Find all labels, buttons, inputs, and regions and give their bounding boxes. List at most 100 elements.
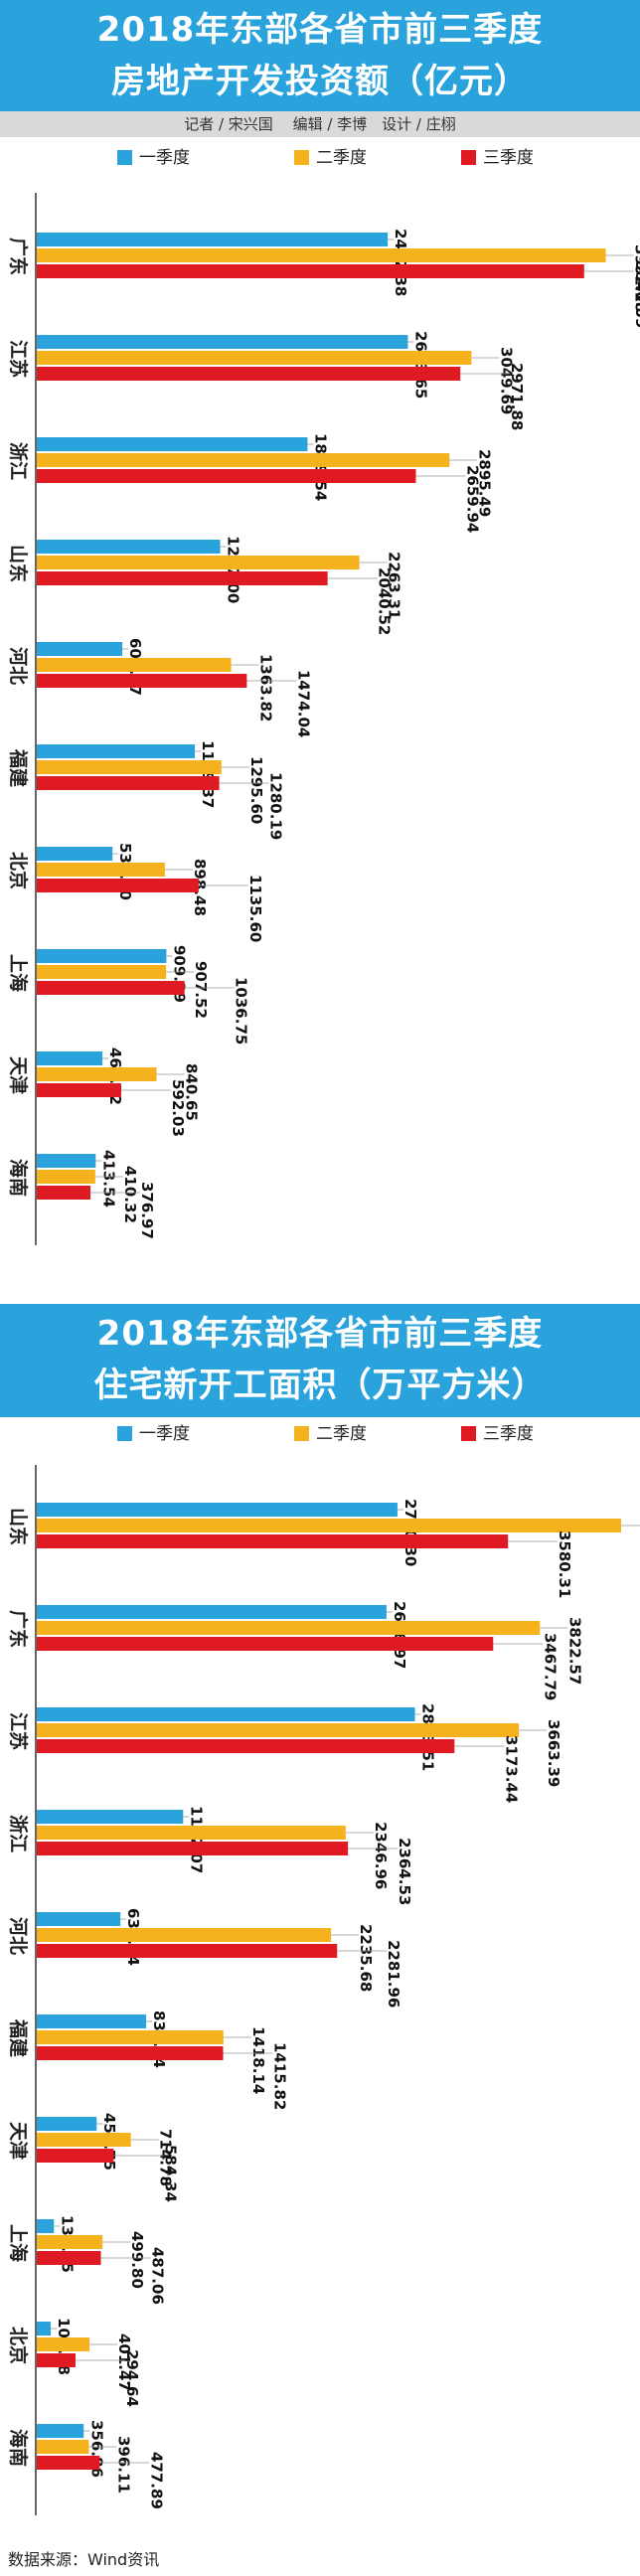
chart1-bar-1	[37, 847, 113, 861]
chart1-value-label: 1036.75	[233, 977, 250, 1045]
chart2-category-label: 浙江	[7, 1815, 30, 1852]
chart1-value-label: 1280.19	[267, 772, 285, 840]
chart2-category-label: 广东	[7, 1610, 30, 1648]
chart1-value-label: 2971.88	[508, 363, 526, 430]
chart1-value-label: 1135.60	[246, 875, 264, 942]
chart1-category-label: 江苏	[7, 340, 30, 378]
chart2-legend-label-3: 三季度	[483, 1424, 534, 1444]
chart1-value-label: 2659.94	[463, 465, 481, 533]
chart2-value-label: 584.34	[161, 2145, 179, 2202]
chart1-bar-3	[37, 367, 461, 381]
chart1-category-label: 山东	[7, 545, 30, 582]
chart2-category-label: 福建	[7, 2018, 30, 2057]
chart1-legend-label-2: 二季度	[316, 148, 367, 168]
chart1-value-label: 907.52	[192, 961, 210, 1019]
chart2-bar-3	[37, 2251, 101, 2265]
chart1-value-label: 1109.37	[199, 740, 217, 808]
chart1-category-label: 广东	[7, 238, 30, 275]
chart1-category-label: 上海	[7, 954, 30, 992]
chart2-housing-starts: 一季度二季度三季度山东2740.304439.673580.31广东2656.9…	[7, 1424, 640, 2515]
chart1-bar-2	[37, 658, 232, 672]
chart1-value-label: 1295.60	[247, 756, 265, 824]
chart2-bar-3	[37, 1637, 494, 1651]
chart1-bar-3	[37, 879, 199, 892]
chart2-bar-3	[37, 2456, 100, 2470]
chart2-value-label: 499.80	[128, 2231, 146, 2289]
chart1-legend-swatch-3	[461, 150, 476, 165]
chart2-bar-3	[37, 2149, 114, 2163]
chart1-bar-2	[37, 760, 222, 774]
chart2-legend-swatch-3	[461, 1426, 476, 1441]
chart1-bar-2	[37, 248, 606, 262]
chart2-value-label: 3822.57	[565, 1617, 583, 1685]
chart1-value-label: 3049.69	[497, 347, 515, 414]
chart2-value-label: 477.89	[147, 2452, 165, 2509]
chart2-bar-2	[37, 2440, 89, 2454]
chart1-value-label: 2462.38	[392, 229, 409, 296]
chart2-value-label: 2281.96	[385, 1940, 402, 2008]
chart2-value-label: 714.78	[157, 2129, 175, 2186]
chart1-legend-swatch-2	[294, 150, 309, 165]
chart2-title-banner: 2018年东部各省市前三季度 住宅新开工面积（万平方米）	[0, 1304, 640, 1417]
chart2-legend-label-2: 二季度	[316, 1424, 367, 1444]
chart2-value-label: 1415.82	[271, 2042, 289, 2110]
chart1-bar-2	[37, 556, 360, 569]
chart1-legend-label-3: 三季度	[483, 148, 534, 168]
chart2-legend-swatch-2	[294, 1426, 309, 1441]
chart2-bar-1	[37, 2014, 147, 2028]
chart2-value-label: 3663.39	[545, 1719, 562, 1787]
chart1-bar-3	[37, 1083, 121, 1097]
chart2-value-label: 2235.68	[357, 1924, 375, 1992]
chart1-bar-3	[37, 981, 185, 995]
chart1-value-label: 2263.31	[386, 552, 403, 619]
chart1-bar-3	[37, 469, 416, 483]
chart1-legend-swatch-1	[117, 150, 132, 165]
chart2-value-label: 2740.30	[401, 1499, 419, 1566]
chart1-title-banner: 2018年东部各省市前三季度 房地产开发投资额（亿元）	[0, 0, 640, 115]
chart1-bar-3	[37, 1186, 91, 1200]
chart2-value-label: 1112.07	[187, 1806, 205, 1873]
chart2-value-label: 2656.97	[391, 1601, 408, 1669]
chart1-bar-1	[37, 744, 196, 758]
chart1-value-label: 3992.18	[632, 244, 640, 312]
chart2-bar-1	[37, 1810, 184, 1824]
chart1-category-label: 河北	[7, 647, 29, 685]
chart1-bar-2	[37, 863, 165, 877]
chart1-value-label: 592.03	[169, 1079, 187, 1137]
chart2-value-label: 401.47	[115, 2334, 133, 2391]
chart2-category-label: 北京	[7, 2327, 30, 2364]
chart2-bar-2	[37, 2030, 224, 2044]
chart2-legend-swatch-1	[117, 1426, 132, 1441]
chart1-bar-2	[37, 351, 472, 365]
chart2-value-label: 2364.53	[396, 1838, 413, 1905]
chart2-title-line2: 住宅新开工面积（万平方米）	[93, 1366, 547, 1405]
chart2-value-label: 3173.44	[502, 1735, 520, 1803]
chart2-category-label: 天津	[7, 2122, 30, 2160]
chart2-bar-3	[37, 2353, 77, 2367]
chart1-category-label: 福建	[7, 748, 30, 787]
chart1-bar-1	[37, 437, 308, 451]
chart2-value-label: 294.64	[123, 2349, 141, 2407]
chart2-bar-1	[37, 1707, 415, 1721]
chart1-category-label: 海南	[7, 1159, 30, 1197]
chart1-bar-3	[37, 571, 328, 585]
chart2-bar-2	[37, 1826, 346, 1840]
chart2-value-label: 3467.79	[541, 1633, 559, 1700]
chart2-bar-1	[37, 2219, 55, 2233]
chart2-bar-1	[37, 2424, 84, 2438]
chart1-value-label: 1899.54	[311, 433, 329, 501]
chart2-bar-2	[37, 2235, 103, 2249]
chart1-value-label: 410.32	[121, 1166, 139, 1223]
chart2-bar-3	[37, 1534, 509, 1548]
chart1-title-line1: 2018年东部各省市前三季度	[96, 10, 544, 50]
chart2-bar-3	[37, 1944, 338, 1958]
chart1-bar-3	[37, 674, 247, 688]
chart1-bar-2	[37, 453, 450, 467]
chart2-category-label: 上海	[7, 2224, 30, 2262]
chart1-legend-label-1: 一季度	[139, 148, 190, 168]
chart2-category-label: 海南	[7, 2429, 30, 2467]
chart2-value-label: 2873.51	[419, 1703, 437, 1771]
chart2-bar-1	[37, 2322, 52, 2335]
chart2-bar-2	[37, 2337, 90, 2351]
